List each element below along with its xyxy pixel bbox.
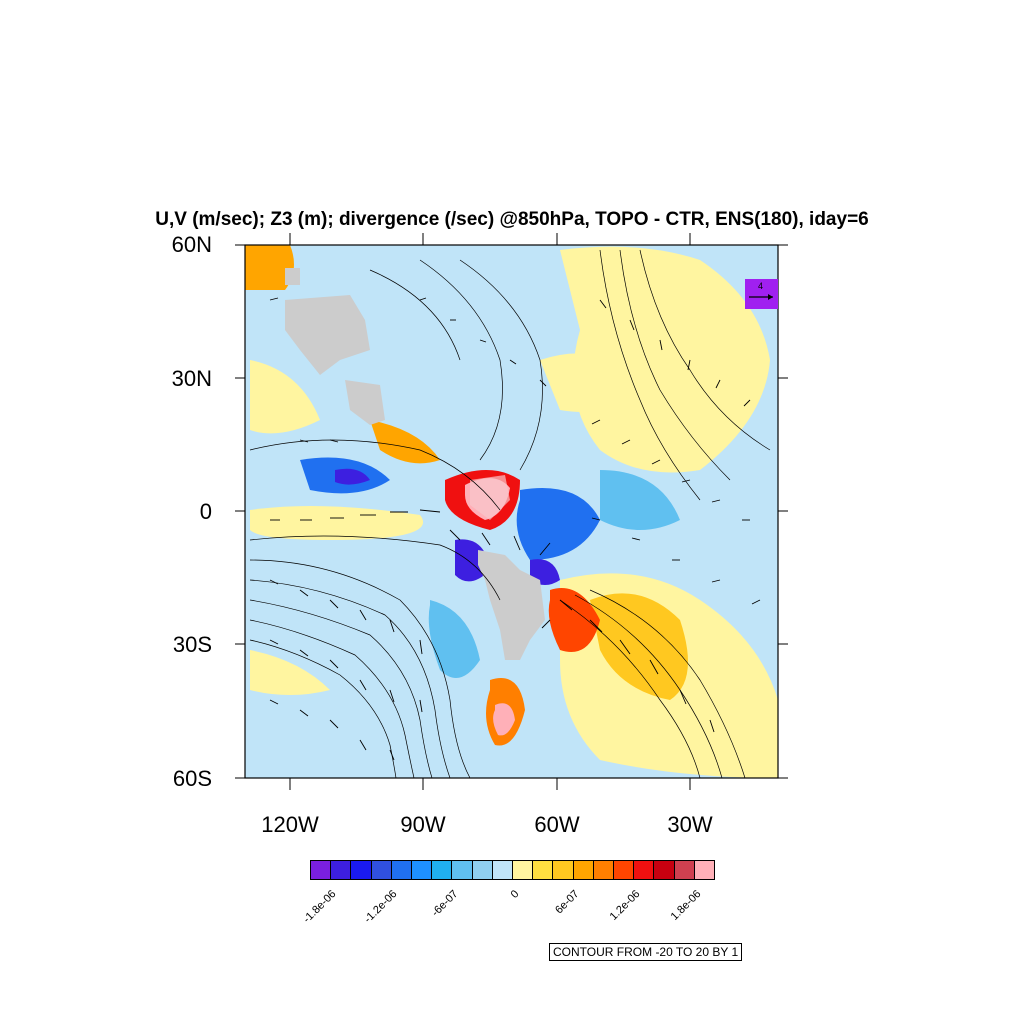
lon-label-30w: 30W (667, 812, 713, 837)
colorbar-swatch (311, 861, 332, 879)
chart-title: U,V (m/sec); Z3 (m); divergence (/sec) @… (155, 209, 869, 230)
colorbar-swatch (593, 861, 615, 879)
colorbar-swatch (472, 861, 493, 879)
divergence-negative-chaco (530, 559, 560, 585)
lon-label-60w: 60W (534, 812, 580, 837)
divergence-positive-equatorial-band (250, 506, 424, 540)
colorbar-swatch (331, 861, 352, 879)
lat-label-30n: 30N (171, 366, 212, 391)
colorbar-swatch (654, 861, 675, 879)
colorbar-swatch (533, 861, 554, 879)
colorbar-swatch (452, 861, 473, 879)
reference-vector-box (745, 279, 778, 309)
divergence-positive-east-pacific (250, 360, 320, 434)
lat-label-30s: 30S (172, 632, 212, 657)
lon-label-90w: 90W (400, 812, 446, 837)
wind-vectors (269, 297, 761, 761)
colorbar-swatch (351, 861, 372, 879)
contour-info-label: CONTOUR FROM -20 TO 20 BY 1 (549, 943, 743, 961)
reference-vector-magnitude: 4 (758, 281, 764, 291)
colorbar-swatch (553, 861, 574, 879)
reference-vector-arrow-icon (749, 294, 773, 300)
divergence-negative-south-atlantic (600, 470, 680, 530)
lon-label-120w: 120W (261, 812, 319, 837)
colorbar-swatch (492, 861, 514, 879)
colorbar-swatch (614, 861, 635, 879)
lat-label-0: 0 (199, 499, 212, 524)
lat-label-60s: 60S (172, 766, 212, 791)
land-mask-andes (478, 550, 545, 660)
colorbar-swatch (391, 861, 413, 879)
divergence-positive-gulf (370, 420, 440, 464)
divergence-positive-patagonia-core (493, 703, 515, 736)
land-mask-north-america (285, 295, 370, 375)
divergence-positive-north-atlantic (560, 246, 770, 473)
colorbar-swatch (573, 861, 594, 879)
land-mask-northwest (285, 268, 300, 285)
lat-label-60n: 60N (171, 232, 212, 257)
colorbar (310, 860, 715, 880)
colorbar-swatch (694, 861, 715, 879)
divergence-positive-brazil-coast (548, 588, 600, 652)
divergence-negative-pacific-core (335, 468, 370, 485)
colorbar-swatch (513, 861, 534, 879)
divergence-positive-atlantic-band (540, 353, 640, 412)
geopotential-contours (249, 249, 771, 778)
colorbar-swatch (674, 861, 695, 879)
colorbar-swatch (432, 861, 453, 879)
divergence-positive-south-pacific (250, 650, 330, 695)
divergence-negative-amazon (516, 488, 600, 560)
land-mask-mexico (345, 380, 385, 425)
colorbar-swatch (371, 861, 392, 879)
colorbar-swatch (634, 861, 655, 879)
divergence-negative-east-pacific-coast (428, 600, 480, 678)
divergence-positive-northwest (245, 245, 294, 290)
colorbar-swatch (412, 861, 433, 879)
axis-ticks (235, 233, 788, 790)
